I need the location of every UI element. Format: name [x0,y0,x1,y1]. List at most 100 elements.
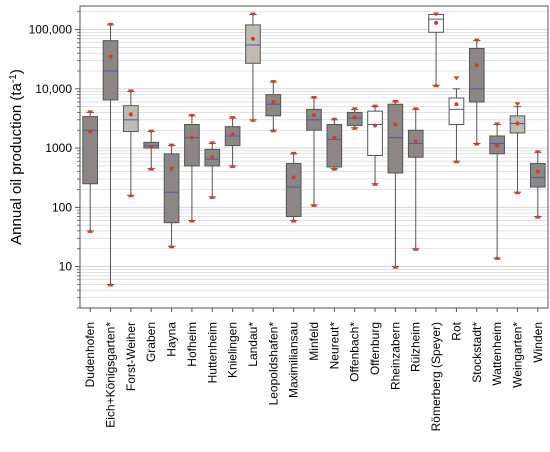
box-17 [407,107,424,251]
x-category-label: Leopoldshafen* [266,322,280,406]
box-15 [367,104,383,186]
mean-marker [149,144,154,149]
box-7 [204,141,221,199]
mean-marker [128,112,133,117]
mean-marker [515,121,520,126]
max-marker [249,12,256,17]
y-axis-ticks: 10 100 1000 10,000 100,000 [29,11,80,309]
mean-marker [291,175,296,180]
min-marker [473,141,480,146]
max-marker [270,80,277,85]
min-marker [87,228,94,233]
box-19 [448,76,465,164]
box-1 [82,110,98,233]
max-marker [453,76,460,81]
x-category-label: Maximiliansau [287,322,301,398]
x-category-label: Landau* [246,322,260,367]
mean-marker [210,155,215,160]
x-category-label: Rülzheim [409,322,423,372]
x-category-label: Rheinzabern [388,322,402,390]
box-iqr [102,40,119,101]
max-marker [331,117,338,122]
max-marker [127,89,134,94]
max-marker [412,107,419,112]
box-3 [123,89,139,198]
box-series [82,12,546,287]
min-marker [433,83,440,88]
y-axis-title-main: Annual oil production (ta [8,82,25,244]
box-8 [224,116,241,168]
max-marker [188,113,195,118]
box-18 [428,12,444,88]
min-marker [188,218,195,223]
box-23 [530,150,546,219]
mean-marker [271,99,276,104]
min-marker [229,163,236,168]
box-9 [245,12,261,122]
x-category-label: Eich+Königsgarten* [104,322,118,428]
mean-marker [393,122,398,127]
min-marker [270,128,277,133]
max-marker [433,12,440,17]
x-category-label: Knielingen [226,322,240,378]
min-marker [127,193,134,198]
box-6 [184,113,200,223]
y-axis-title-close: ) [8,69,25,74]
mean-marker [352,115,357,120]
x-category-label: Hofheim [185,322,199,367]
max-marker [494,122,501,127]
max-marker [290,151,297,156]
max-marker [87,110,94,115]
mean-marker [169,166,174,171]
max-marker [148,129,155,134]
mean-marker [454,102,459,107]
min-marker [209,194,216,199]
min-marker [148,166,155,171]
box-iqr [245,24,261,64]
x-category-label: Minfeld [307,322,321,361]
box-iqr [468,47,485,103]
max-marker [372,104,379,109]
box-iqr [82,116,98,185]
x-category-label: Dudenhofen [83,322,97,387]
box-iqr [326,124,343,168]
x-category-label: Neureut* [327,322,341,370]
min-marker [331,166,338,171]
max-marker [351,107,358,112]
mean-marker [108,54,113,59]
box-iqr [184,124,200,167]
mean-marker [535,169,540,174]
box-14 [346,107,363,130]
min-marker [494,255,501,260]
mean-marker [250,36,255,41]
mean-marker [230,132,235,137]
min-marker [290,218,297,223]
y-axis-title: Annual oil production (ta-1) [8,69,26,245]
y-tick-label: 10,000 [35,82,72,96]
max-marker [392,99,399,104]
x-axis-category-labels: Dudenhofen Eich+Königsgarten* Forst-Weiher… [83,308,545,431]
x-category-label: Graben [144,322,158,362]
box-iqr [285,162,302,218]
box-21 [489,122,505,260]
x-category-label: Winden [531,322,545,363]
box-22 [509,102,526,195]
mean-marker [332,135,337,140]
mean-marker [373,123,378,128]
mean-marker [474,63,479,68]
box-11 [285,151,302,223]
box-5 [163,143,180,249]
x-category-label: Offenbach* [348,322,362,382]
x-category-label: Stockstadt* [470,322,484,383]
box-16 [387,99,404,269]
y-tick-label: 1000 [45,141,72,155]
max-marker [107,22,114,27]
max-marker [473,38,480,43]
x-category-label: Forst-Weiher [124,322,138,391]
min-marker [392,264,399,269]
x-category-label: Hayna [165,322,179,357]
y-axis-title-superscript: -1 [8,74,19,83]
x-category-label: Wattenheim [490,322,504,386]
box-iqr [367,110,383,156]
